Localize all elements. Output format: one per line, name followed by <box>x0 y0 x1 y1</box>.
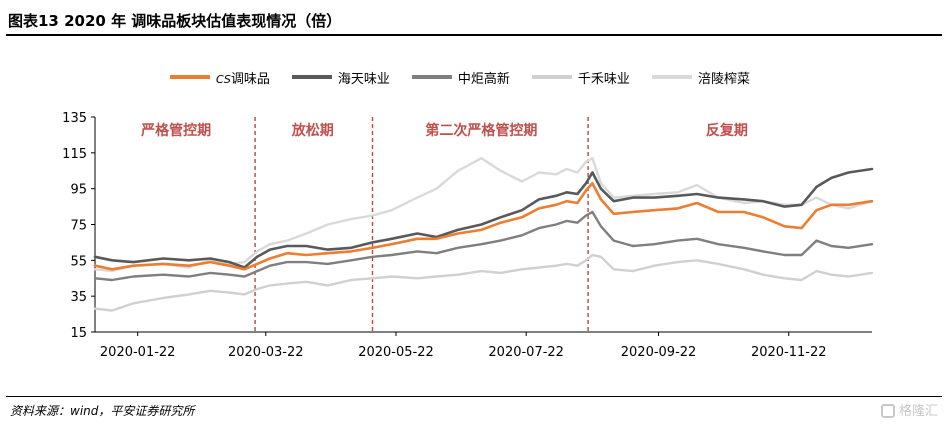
x-tick-label: 2020-09-22 <box>621 345 697 360</box>
x-tick-label: 2020-01-22 <box>100 345 176 360</box>
legend-swatch <box>170 75 210 79</box>
y-tick-label: 35 <box>70 290 87 305</box>
legend-item-1: CS调味品 <box>170 68 270 87</box>
figure-header: 图表13 2020 年 调味品板块估值表现情况（倍） <box>6 8 942 36</box>
title-underline <box>6 34 942 36</box>
legend-label: CS调味品 <box>216 71 270 87</box>
x-tick-label: 2020-03-22 <box>228 345 304 360</box>
x-tick-label: 2020-05-22 <box>358 345 434 360</box>
period-label: 反复期 <box>706 122 748 139</box>
figure-title: 图表13 2020 年 调味品板块估值表现情况（倍） <box>8 12 342 30</box>
legend-prefix: CS <box>216 72 231 86</box>
y-tick-label: 75 <box>70 219 87 234</box>
series-line-5 <box>93 156 874 273</box>
legend-label: 涪陵榨菜 <box>697 71 750 87</box>
x-tick-label: 2020-07-22 <box>488 345 564 360</box>
source-note: 资料来源：wind，平安证券研究所 <box>10 404 195 418</box>
y-tick-label: 55 <box>70 254 87 269</box>
legend-label: 中炬高新 <box>457 71 510 87</box>
series-line-4 <box>93 253 874 312</box>
legend-label: 海天味业 <box>337 71 390 87</box>
legend-item-5: 涪陵榨菜 <box>651 68 750 87</box>
watermark-text: 格隆汇 <box>898 404 938 419</box>
y-tick-label: 135 <box>62 111 87 126</box>
legend-swatch <box>651 75 692 79</box>
legend-label: 千禾味业 <box>577 71 630 87</box>
period-label: 第二次严格管控期 <box>425 122 537 139</box>
y-tick-label: 95 <box>70 183 87 198</box>
series-line-1 <box>93 182 874 271</box>
legend-swatch <box>291 75 332 79</box>
watermark: 格隆汇 <box>880 400 938 419</box>
x-tick-label: 2020-11-22 <box>751 345 827 360</box>
chart-legend: CS调味品 海天味业 中炬高新 千禾味业 涪陵榨菜 <box>170 66 772 88</box>
series-line-3 <box>93 210 874 282</box>
footer-divider <box>6 396 942 397</box>
period-label: 放松期 <box>291 122 334 139</box>
period-label: 严格管控期 <box>140 122 211 139</box>
watermark-logo-icon <box>880 404 895 418</box>
y-tick-label: 15 <box>70 326 87 341</box>
legend-item-2: 海天味业 <box>291 68 390 87</box>
legend-item-3: 中炬高新 <box>411 68 510 87</box>
y-tick-label: 115 <box>62 147 87 162</box>
legend-swatch <box>411 75 452 79</box>
legend-swatch <box>531 75 572 79</box>
legend-item-4: 千禾味业 <box>531 68 630 87</box>
series-line-2 <box>93 167 874 269</box>
valuation-line-chart: 15 35 55 75 95 115 135 2020-01-22 2020-03-22 2020… <box>62 111 874 360</box>
